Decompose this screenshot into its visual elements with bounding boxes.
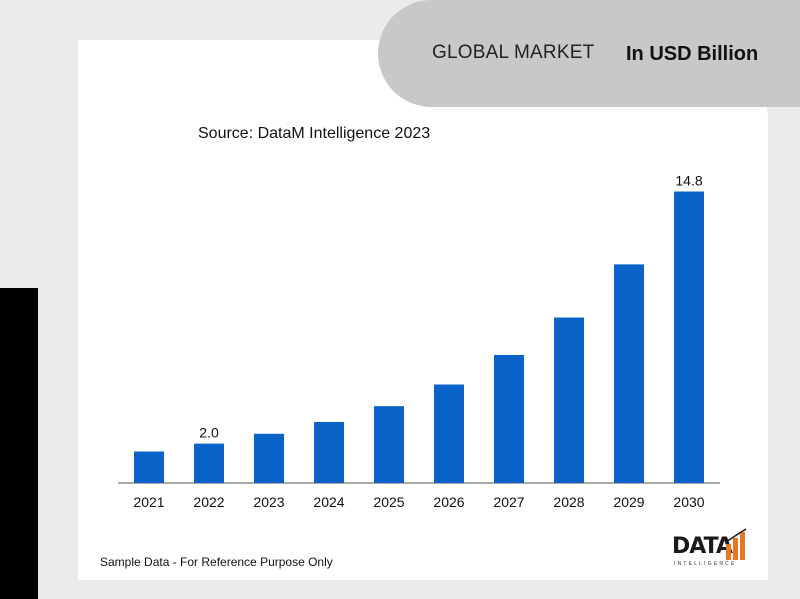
bar-2028 (554, 317, 584, 483)
x-tick-label: 2030 (673, 494, 704, 510)
logo-subtext: INTELLIGENCE (674, 561, 737, 567)
bar-2024 (314, 421, 344, 483)
bar-2026 (434, 384, 464, 483)
data-label: 14.8 (675, 173, 702, 189)
bar-2021 (134, 451, 164, 483)
bar-2022 (194, 443, 224, 483)
chart-card (78, 40, 768, 580)
bar-2023 (254, 433, 284, 483)
header-title: GLOBAL MARKET (432, 42, 595, 63)
x-tick-label: 2026 (433, 494, 464, 510)
x-tick-label: 2025 (373, 494, 404, 510)
left-accent-bar (0, 288, 38, 599)
x-tick-label: 2028 (553, 494, 584, 510)
header-pill (378, 0, 800, 107)
datam-logo: DATA INTELLIGENCE (672, 528, 762, 570)
footnote: Sample Data - For Reference Purpose Only (100, 555, 333, 569)
x-tick-label: 2022 (193, 494, 224, 510)
data-label: 2.0 (199, 425, 219, 441)
x-tick-label: 2029 (613, 494, 644, 510)
x-tick-label: 2027 (493, 494, 524, 510)
x-tick-label: 2024 (313, 494, 344, 510)
x-tick-label: 2021 (133, 494, 164, 510)
bar-2030 (674, 191, 704, 483)
bar-2025 (374, 406, 404, 483)
source-text: Source: DataM Intelligence 2023 (198, 125, 431, 142)
logo-text: DATA (672, 534, 733, 559)
bar-2027 (494, 354, 524, 483)
logo-bars-icon (725, 528, 747, 560)
header-unit: In USD Billion (626, 43, 759, 65)
bar-2029 (614, 264, 644, 483)
x-tick-label: 2023 (253, 494, 284, 510)
